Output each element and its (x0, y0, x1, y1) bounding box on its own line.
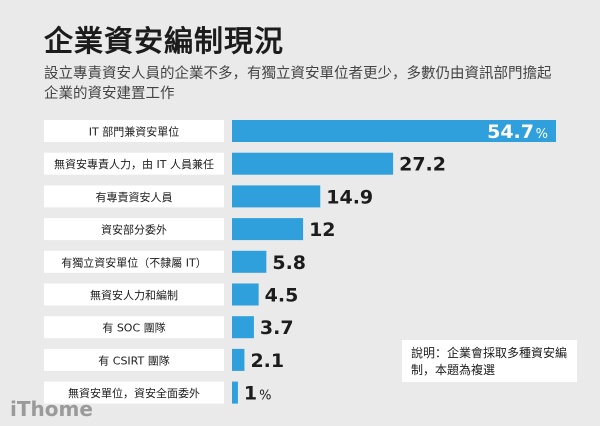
bar (232, 316, 254, 339)
category-label-box (44, 316, 224, 339)
category-label: 有 SOC 團隊 (102, 321, 165, 335)
value-label: 5.8 (272, 252, 306, 274)
bar (232, 348, 245, 371)
category-label: 無資安單位，資安全面委外 (68, 386, 200, 400)
category-label: 有獨立資安單位（不隸屬 IT） (61, 255, 206, 269)
ithome-logo: iThome (10, 397, 93, 421)
bar (232, 283, 259, 306)
category-label-box (44, 381, 224, 404)
value-unit: % (259, 389, 271, 404)
category-label: IT 部門兼資安單位 (89, 125, 179, 139)
footnote: 說明：企業會採取多種資安編制，本題為複選 (402, 340, 577, 382)
category-label-box (44, 152, 224, 175)
category-label-box (44, 120, 224, 142)
category-label: 有 CSIRT 團隊 (98, 353, 169, 367)
page-subtitle: 設立專責資安人員的企業不多，有獨立資安單位者更少，多數仍由資訊部門擔起企業的資安… (44, 66, 552, 102)
category-label: 無資安人力和編制 (90, 288, 178, 302)
bar (232, 152, 394, 175)
value-label: 2.1 (250, 350, 284, 372)
category-label: 有專責資安人員 (96, 190, 173, 204)
value-label: 12 (309, 219, 335, 241)
category-label-box (44, 185, 224, 208)
value-label: 4.5 (265, 285, 299, 307)
category-label-box (44, 250, 224, 273)
value-label: 27.2 (399, 154, 446, 176)
bar (232, 381, 238, 404)
page-title: 企業資安編制現況 (44, 24, 285, 58)
value-label: 14.9 (326, 186, 373, 208)
category-label-box (44, 283, 224, 306)
value-label: 3.7 (260, 317, 294, 339)
bar (232, 250, 267, 273)
category-label-box (44, 218, 224, 241)
bar (232, 185, 321, 208)
bar (232, 120, 556, 142)
bar (232, 218, 304, 241)
category-label-box (44, 348, 224, 371)
value-label: 54.7 (487, 121, 534, 143)
category-label: 資安部分委外 (101, 223, 167, 237)
category-label: 無資安專責人力，由 IT 人員兼任 (54, 157, 214, 171)
value-label: 1 (244, 383, 257, 405)
value-unit: % (536, 127, 548, 142)
